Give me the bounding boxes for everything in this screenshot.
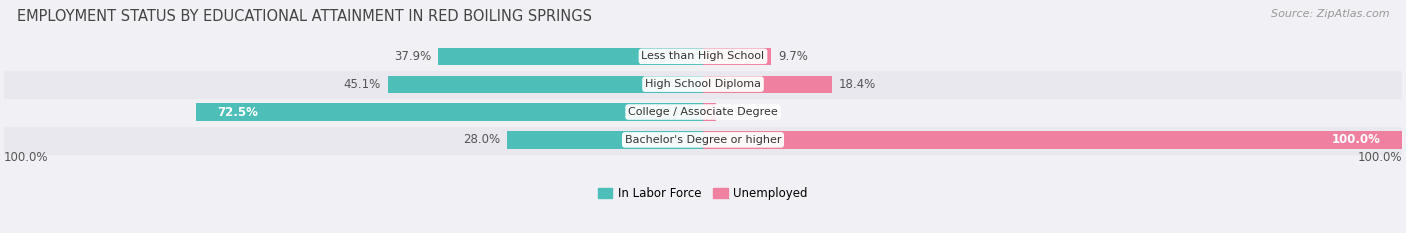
- Bar: [197, 103, 703, 121]
- Text: High School Diploma: High School Diploma: [645, 79, 761, 89]
- Legend: In Labor Force, Unemployed: In Labor Force, Unemployed: [593, 182, 813, 205]
- Text: 72.5%: 72.5%: [218, 106, 259, 119]
- Text: 100.0%: 100.0%: [1357, 151, 1402, 164]
- Text: Bachelor's Degree or higher: Bachelor's Degree or higher: [624, 135, 782, 145]
- Bar: [703, 48, 770, 65]
- Text: Less than High School: Less than High School: [641, 51, 765, 61]
- Bar: [4, 126, 1402, 154]
- Bar: [4, 98, 1402, 126]
- Bar: [439, 48, 703, 65]
- Bar: [4, 70, 1402, 98]
- Text: 9.7%: 9.7%: [778, 50, 807, 63]
- Text: 18.4%: 18.4%: [838, 78, 876, 91]
- Text: College / Associate Degree: College / Associate Degree: [628, 107, 778, 117]
- Text: Source: ZipAtlas.com: Source: ZipAtlas.com: [1271, 9, 1389, 19]
- Text: 1.9%: 1.9%: [723, 106, 754, 119]
- Text: EMPLOYMENT STATUS BY EDUCATIONAL ATTAINMENT IN RED BOILING SPRINGS: EMPLOYMENT STATUS BY EDUCATIONAL ATTAINM…: [17, 9, 592, 24]
- Text: 28.0%: 28.0%: [463, 133, 501, 146]
- Bar: [388, 75, 703, 93]
- Text: 45.1%: 45.1%: [343, 78, 381, 91]
- Bar: [703, 103, 716, 121]
- Bar: [703, 75, 831, 93]
- Bar: [508, 131, 703, 148]
- Text: 100.0%: 100.0%: [4, 151, 49, 164]
- Text: 100.0%: 100.0%: [1331, 133, 1381, 146]
- Bar: [703, 131, 1402, 148]
- Text: 37.9%: 37.9%: [394, 50, 432, 63]
- Bar: [4, 42, 1402, 70]
